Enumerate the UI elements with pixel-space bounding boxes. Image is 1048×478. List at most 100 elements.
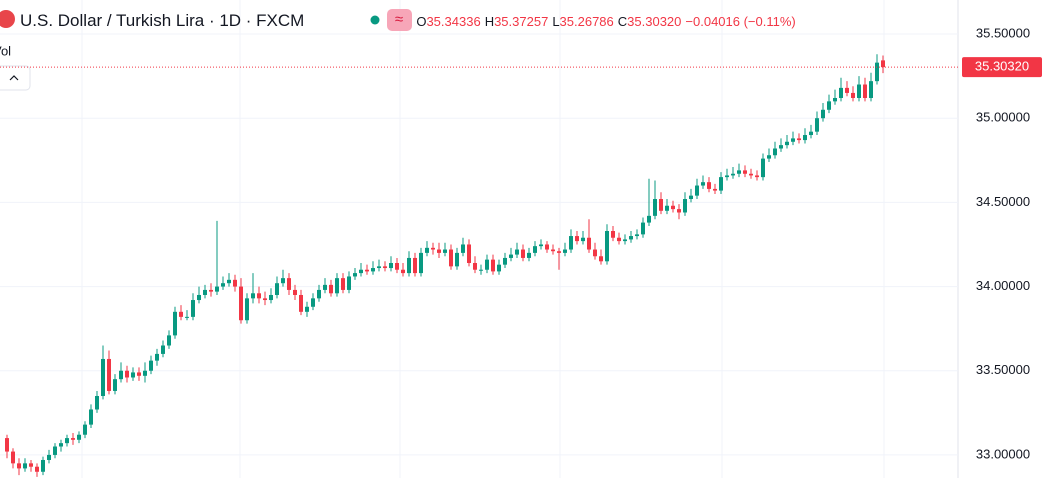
candle-body (311, 298, 315, 307)
candle-body (215, 286, 219, 292)
candle-body (503, 257, 507, 265)
candle-body (803, 135, 807, 141)
y-tick-label: 34.00000 (976, 278, 1030, 293)
collapse-button[interactable] (0, 65, 31, 91)
ohlc-label: H (484, 13, 495, 29)
candle-body (41, 459, 45, 472)
y-tick-label: 33.00000 (976, 446, 1030, 461)
candle-body (377, 266, 381, 269)
candle-body (389, 262, 393, 269)
candle-body (587, 237, 591, 250)
ohlc-values: O35.34336 H35.37257 L35.26786 C35.30320 (416, 14, 685, 29)
symbol-icon (0, 10, 15, 28)
candle-body (545, 244, 549, 250)
candle-body (329, 284, 333, 294)
candle-body (839, 87, 843, 98)
candle-body (371, 268, 375, 272)
candle-body (173, 311, 177, 336)
candle-body (23, 463, 27, 469)
candle-body (395, 262, 399, 270)
y-tick-label: 35.50000 (976, 25, 1030, 40)
candle-body (341, 278, 345, 290)
candle-body (203, 289, 207, 295)
last-price-label: 35.30320 (975, 59, 1029, 74)
candle-body (773, 148, 777, 156)
candle-body (323, 284, 327, 290)
candle-body (179, 311, 183, 317)
candle-body (671, 205, 675, 210)
candle-body (479, 269, 483, 271)
candle-body (533, 246, 537, 253)
candle-body (647, 215, 651, 223)
indicator-label[interactable]: Vol (0, 43, 11, 58)
candle-body (119, 370, 123, 380)
candle-body (443, 249, 447, 253)
candle-body (317, 289, 321, 299)
candle-body (797, 138, 801, 141)
candle-body (437, 249, 441, 253)
ohlc-label: O (416, 13, 427, 29)
candle-body (641, 222, 645, 235)
ohlc-pair: O35.34336 (416, 14, 480, 29)
candle-body (713, 188, 717, 191)
y-tick-label: 33.50000 (976, 362, 1030, 377)
candle-body (683, 199, 687, 213)
ohlc-pair: H35.37257 (485, 14, 549, 29)
candle-body (815, 118, 819, 132)
candle-body (521, 249, 525, 258)
status-badge[interactable] (387, 9, 412, 31)
candle-body (359, 269, 363, 274)
candle-body (845, 87, 849, 93)
status-dot[interactable] (370, 15, 380, 25)
candle-body (227, 279, 231, 284)
y-tick-label: 35.00000 (976, 110, 1030, 125)
candle-body (473, 262, 477, 270)
candle-body (383, 266, 387, 269)
candle-body (605, 231, 609, 262)
collapse-icon (9, 75, 19, 81)
candle-body (143, 370, 147, 376)
ohlc-label: L (552, 13, 560, 29)
candle-body (245, 298, 249, 321)
candle-body (827, 101, 831, 110)
candle-body (167, 335, 171, 346)
candle-body (755, 175, 759, 178)
candle-body (407, 257, 411, 274)
candle-body (767, 155, 771, 159)
ohlc-value: 35.30320 (627, 13, 682, 29)
candle-body (107, 358, 111, 391)
candle-body (653, 199, 657, 216)
candle-body (455, 252, 459, 267)
candle-body (137, 372, 141, 376)
candle-body (191, 300, 195, 317)
candle-body (695, 185, 699, 196)
last-price-box (962, 57, 1042, 78)
candle-body (731, 173, 735, 176)
symbol-title[interactable]: U.S. Dollar / Turkish Lira · 1D · FXCM (20, 11, 305, 30)
candle-body (497, 264, 501, 272)
candle-body (233, 279, 237, 287)
candle-body (701, 182, 705, 186)
legend-header: U.S. Dollar / Turkish Lira · 1D · FXCM O… (0, 8, 796, 34)
y-tick-label: 34.50000 (976, 194, 1030, 209)
candle-body (209, 289, 213, 292)
candle-body (593, 249, 597, 257)
candle-body (281, 278, 285, 284)
candle-body (83, 424, 87, 435)
candle-body (461, 244, 465, 253)
candle-body (707, 182, 711, 189)
candle-body (77, 434, 81, 440)
candle-body (131, 372, 135, 378)
candle-body (35, 466, 39, 472)
candle-body (725, 175, 729, 178)
candle-body (665, 205, 669, 211)
ohlc-value: 35.26786 (559, 13, 614, 29)
status-badge-icon[interactable]: ≈ (395, 11, 403, 28)
candle-body (257, 293, 261, 299)
candle-body (851, 92, 855, 98)
candle-body (467, 244, 471, 263)
grid-v (81, 0, 885, 478)
candle-body (719, 177, 723, 191)
candle-body (737, 170, 741, 174)
